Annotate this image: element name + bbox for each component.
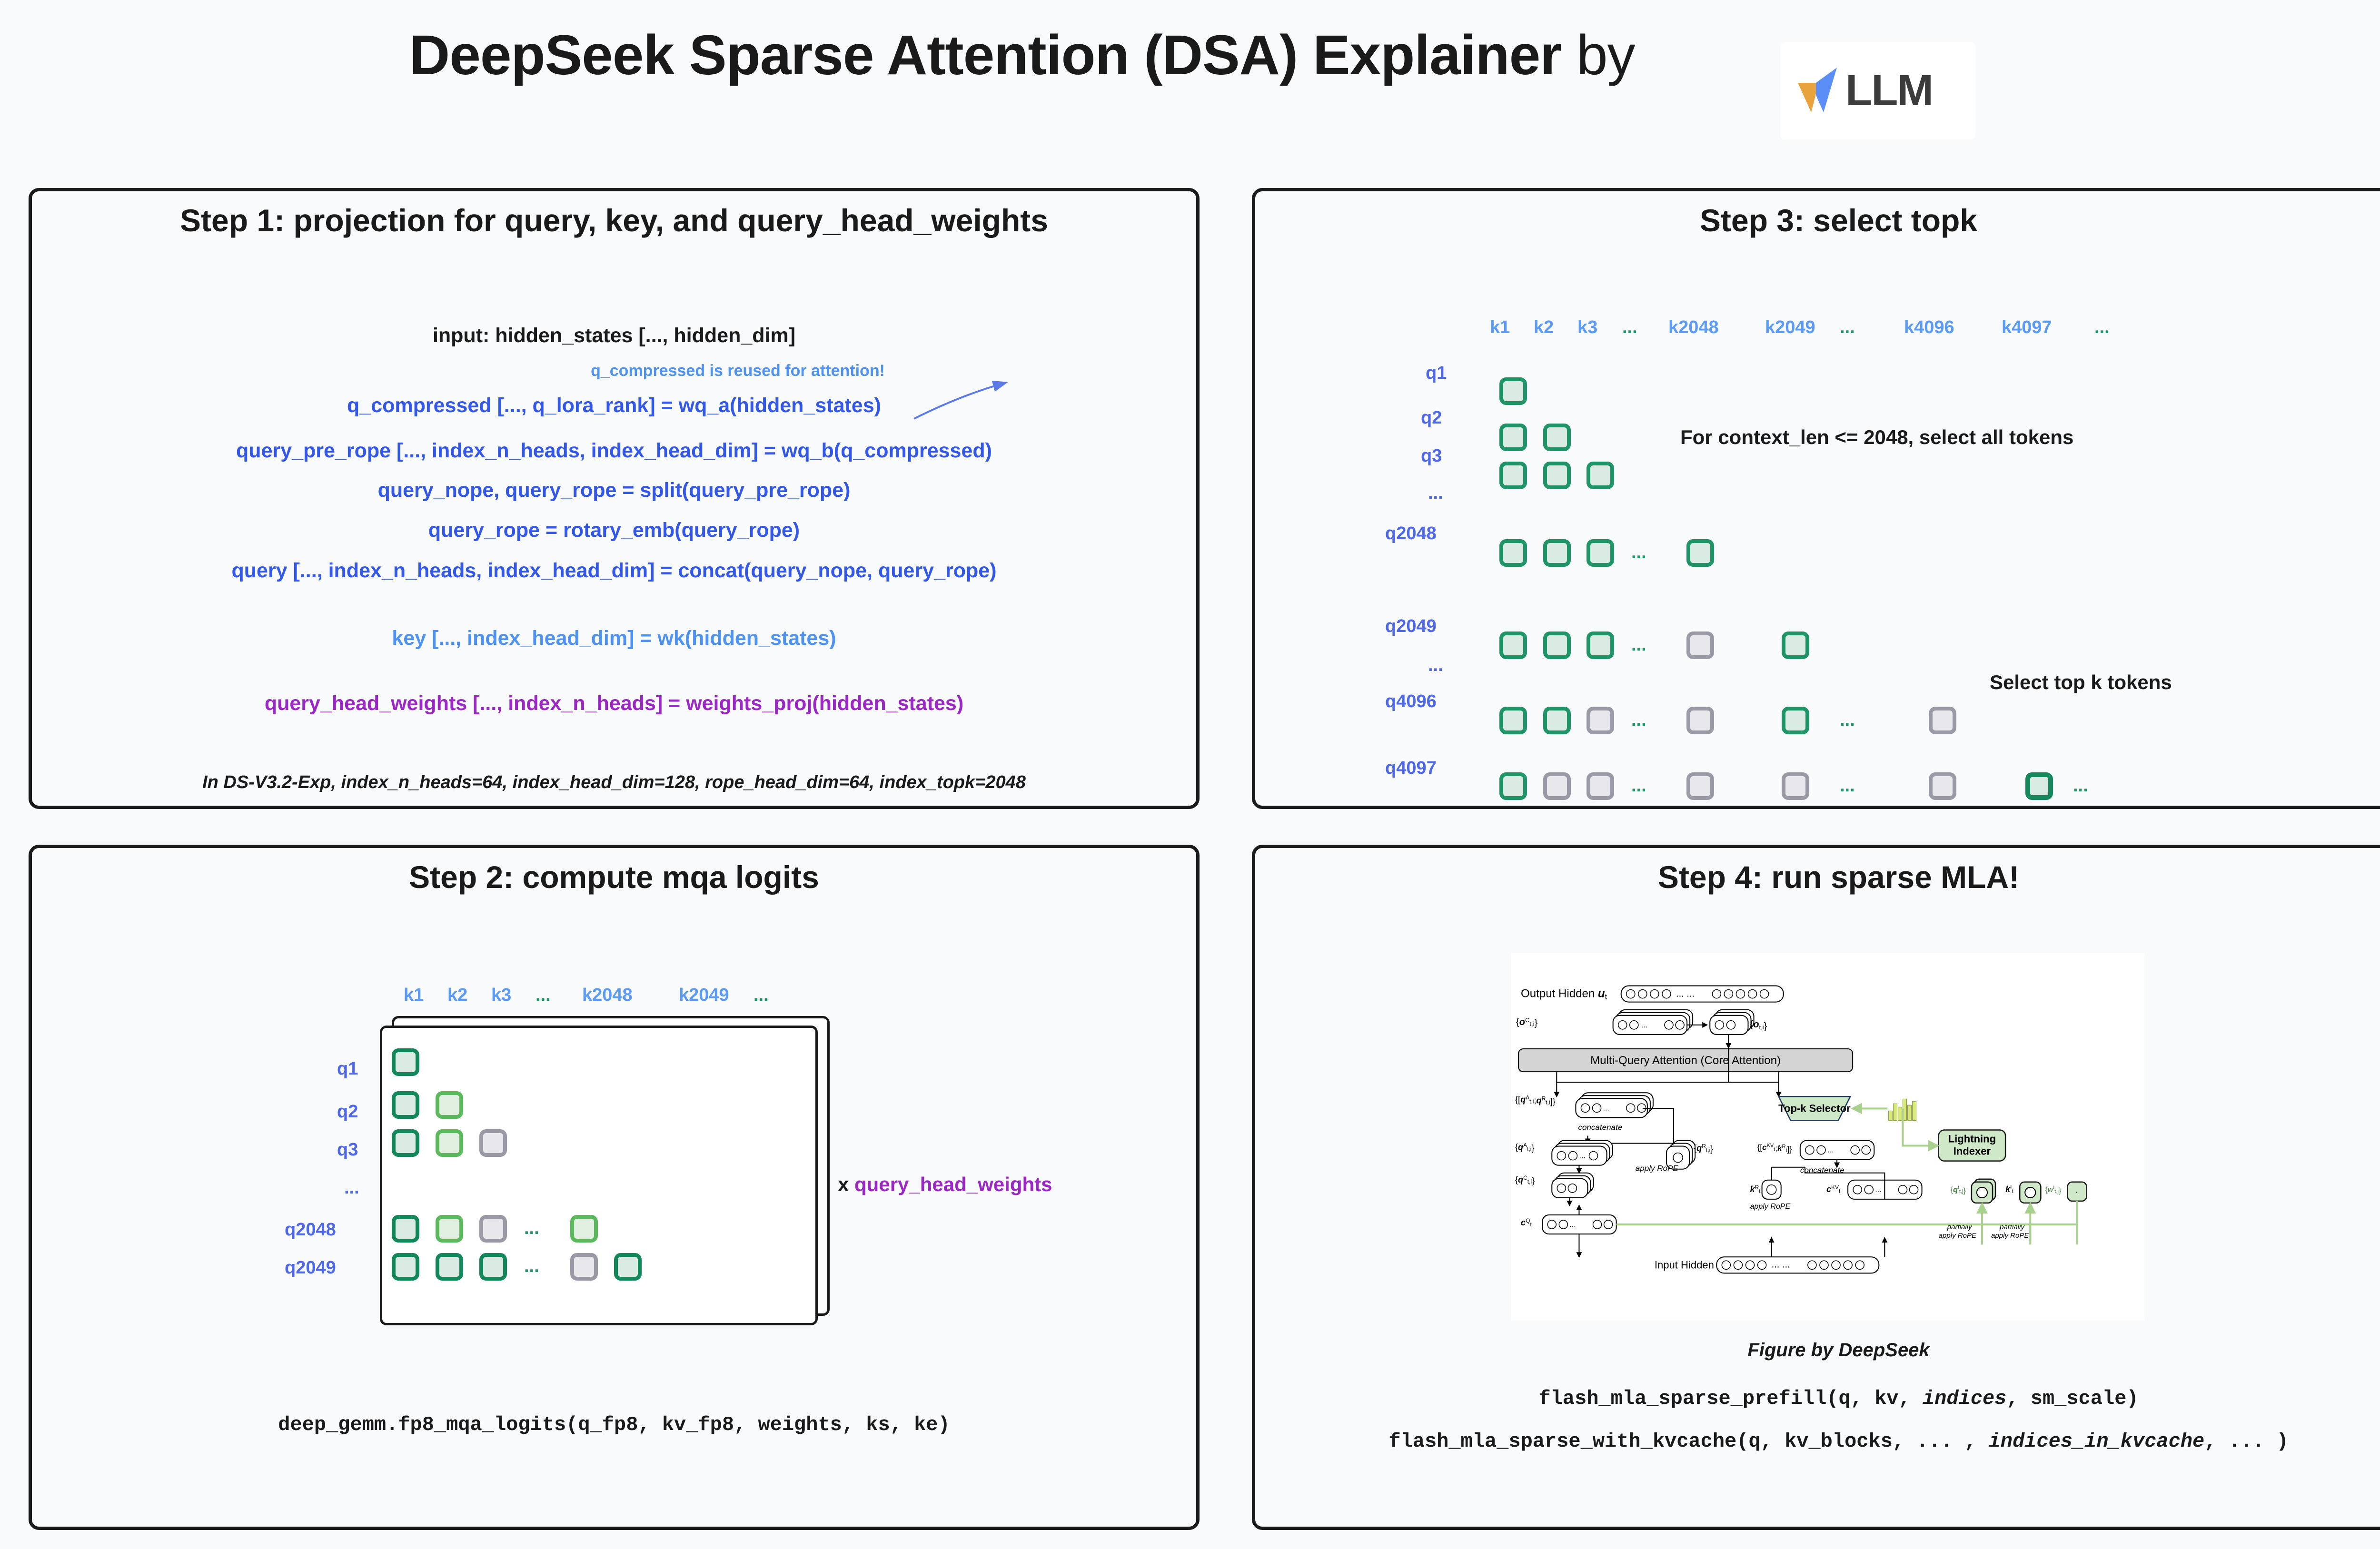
svg-text:apply RoPE: apply RoPE — [1939, 1232, 1977, 1240]
svg-text:Lightning: Lightning — [1948, 1133, 1996, 1145]
svg-text:Indexer: Indexer — [1954, 1145, 1991, 1157]
svg-text:concatenate: concatenate — [1578, 1123, 1622, 1132]
svg-text:Top-k Selector: Top-k Selector — [1778, 1102, 1851, 1114]
svg-text:... ...: ... ... — [1676, 989, 1695, 999]
svg-text:...: ... — [1603, 1104, 1609, 1112]
svg-text:concatenate: concatenate — [1800, 1166, 1844, 1175]
svg-text:apply RoPE: apply RoPE — [1750, 1202, 1791, 1211]
svg-text:...: ... — [1641, 1021, 1647, 1029]
svg-text:Multi-Query Attention (Core At: Multi-Query Attention (Core Attention) — [1590, 1054, 1781, 1067]
svg-text:·: · — [2075, 1187, 2078, 1197]
svg-text:...: ... — [1827, 1146, 1834, 1154]
svg-text:...: ... — [1569, 1220, 1576, 1229]
svg-text:Input Hidden ht: Input Hidden ht — [1655, 1259, 1726, 1272]
svg-text:Output Hidden ut: Output Hidden ut — [1521, 987, 1607, 1001]
svg-text:apply RoPE: apply RoPE — [1636, 1164, 1679, 1173]
svg-text:...: ... — [1875, 1185, 1881, 1194]
svg-text:... ...: ... ... — [1772, 1259, 1790, 1270]
svg-text:...: ... — [1579, 1152, 1585, 1160]
svg-text:apply RoPE: apply RoPE — [1991, 1232, 2029, 1240]
